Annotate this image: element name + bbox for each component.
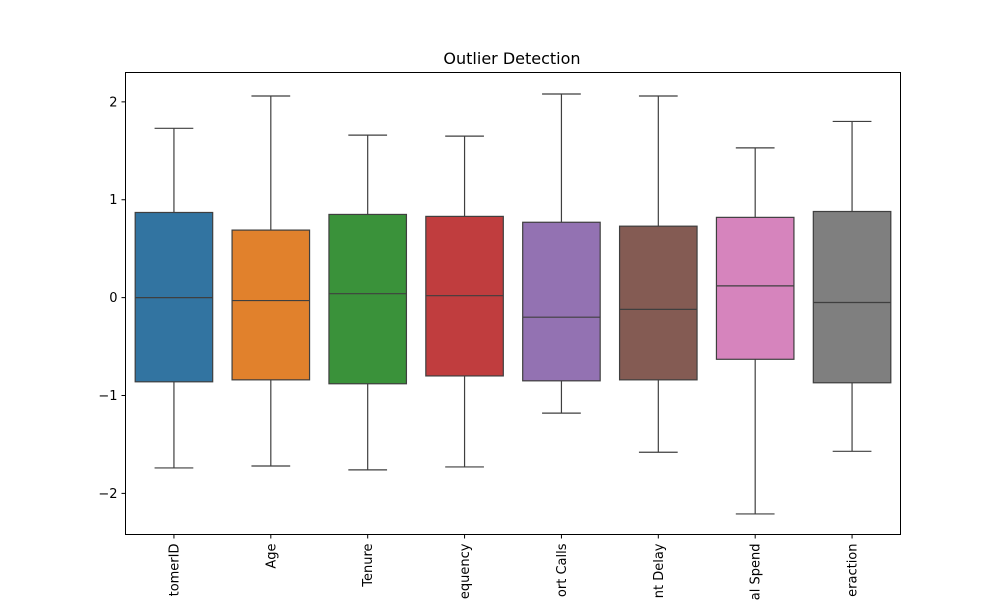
chart-title: Outlier Detection bbox=[443, 49, 580, 68]
box-4 bbox=[425, 135, 504, 468]
box-6 bbox=[618, 95, 698, 453]
x-axis: tomerID Age Tenure equency ort Calls nt Delay… bbox=[167, 534, 861, 600]
iqr-box bbox=[812, 210, 892, 384]
box-5 bbox=[522, 93, 601, 414]
box-8 bbox=[812, 120, 892, 452]
iqr-box bbox=[231, 229, 311, 381]
box-2 bbox=[231, 95, 311, 467]
iqr-box bbox=[715, 216, 795, 360]
x-tick-label: tomerID bbox=[167, 544, 182, 597]
iqr-box bbox=[522, 221, 601, 382]
box-7 bbox=[715, 147, 795, 515]
y-axis: 2 1 0 −1 −2 bbox=[98, 95, 126, 502]
box-1 bbox=[134, 127, 214, 469]
y-tick-label: 1 bbox=[109, 193, 117, 208]
box-3 bbox=[328, 134, 408, 471]
x-tick-label: Tenure bbox=[361, 543, 376, 587]
y-tick-label: 0 bbox=[109, 291, 117, 306]
x-tick-label: nt Delay bbox=[652, 543, 667, 598]
boxes-group bbox=[134, 93, 892, 515]
plot-frame bbox=[125, 72, 901, 535]
iqr-box bbox=[328, 213, 408, 385]
x-tick-label: eraction bbox=[846, 544, 861, 597]
x-tick-label: Age bbox=[264, 544, 279, 569]
y-tick-label: −2 bbox=[98, 487, 117, 502]
x-tick-label: al Spend bbox=[749, 544, 764, 600]
y-tick-label: −1 bbox=[98, 389, 117, 404]
y-tick-label: 2 bbox=[109, 95, 117, 110]
x-tick-label: equency bbox=[458, 543, 473, 599]
iqr-box bbox=[618, 225, 698, 381]
x-tick-label: ort Calls bbox=[555, 543, 570, 597]
